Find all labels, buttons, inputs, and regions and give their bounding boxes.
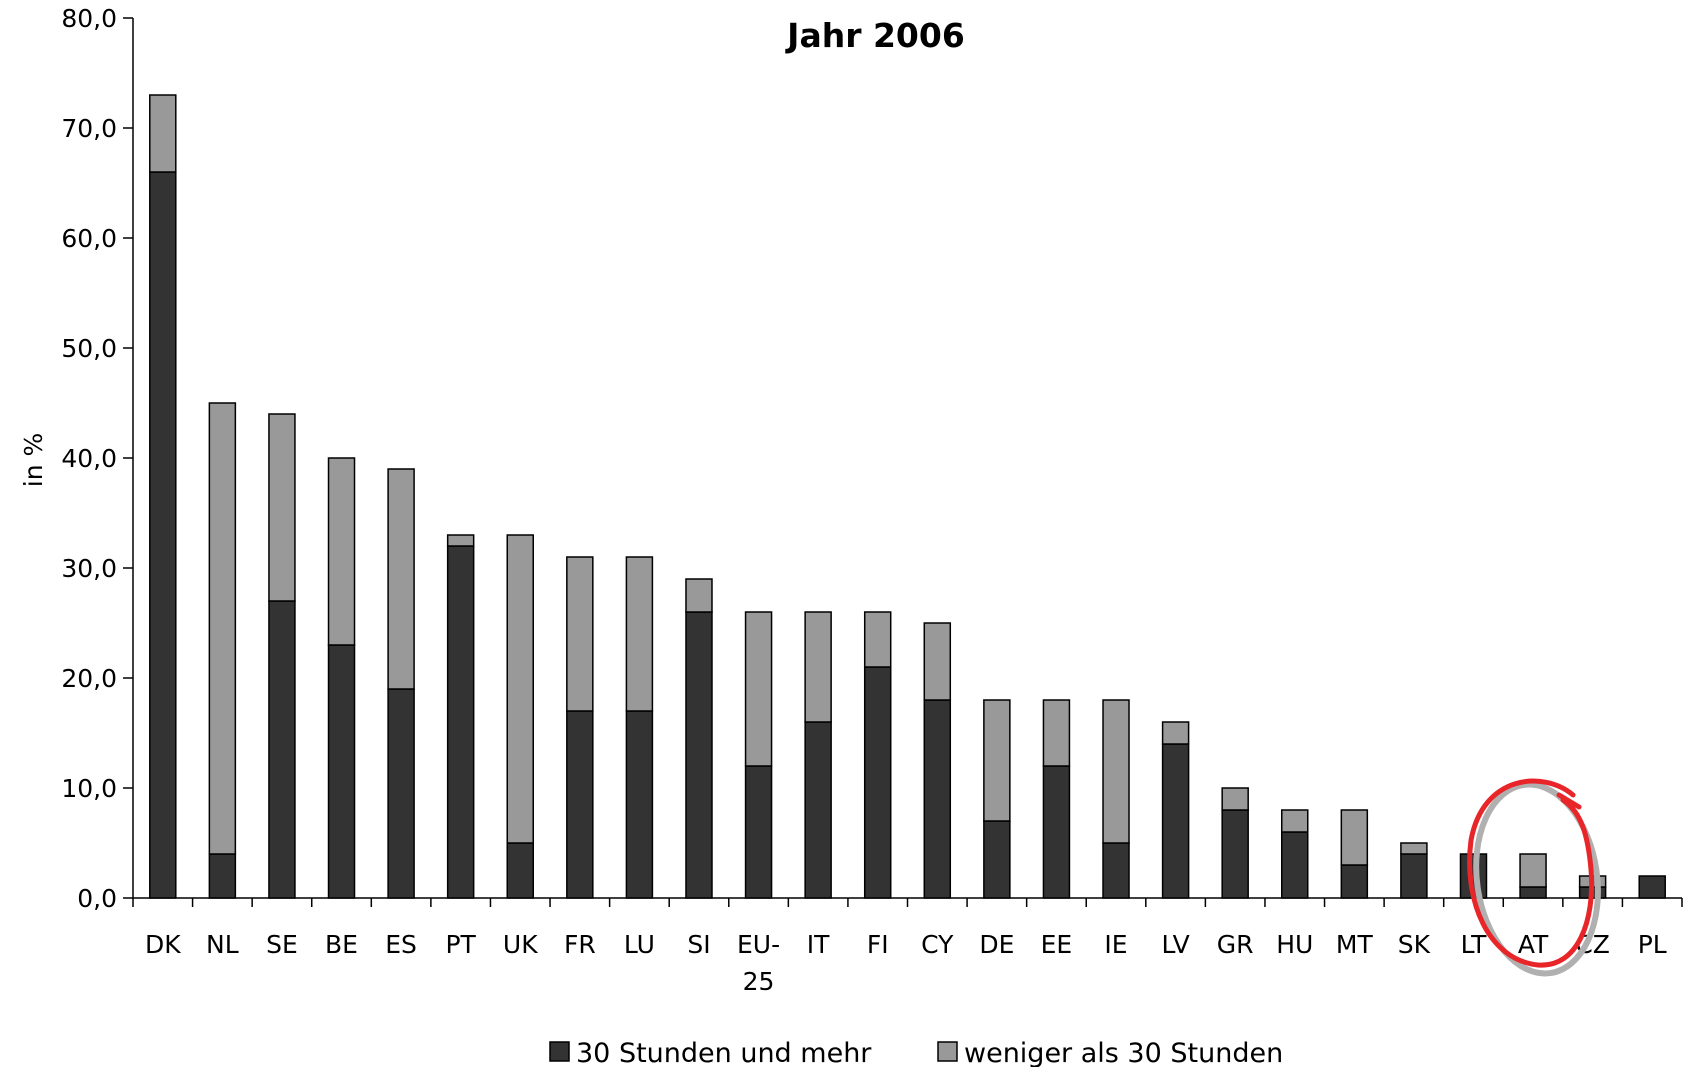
bar-segment-part-time-si: [685, 578, 713, 613]
bar-segment-full-time-sk: [1400, 853, 1428, 899]
bar-segment-part-time-cy: [923, 622, 952, 701]
bar-segment-full-time-lu: [625, 710, 654, 899]
bar-segment-full-time-lv: [1161, 743, 1190, 899]
x-category-label: PL: [1638, 930, 1667, 959]
x-category-label: HU: [1276, 930, 1313, 959]
bar-segment-part-time-lv: [1161, 721, 1190, 745]
bar-segment-part-time-es: [387, 468, 415, 690]
bar-segment-part-time-ee: [1042, 699, 1071, 767]
bar-segment-full-time-pl: [1638, 875, 1666, 899]
bar-segment-full-time-mt: [1340, 864, 1369, 899]
y-tick-label: 30,0: [61, 554, 117, 583]
bar-segment-part-time-pt: [446, 534, 475, 547]
chart-title: Jahr 2006: [785, 16, 965, 55]
axes: 0,0 10,0 20,0 30,0 40,0 50,0 60,0 70,0 80,0: [61, 4, 1683, 913]
x-category-label: LT: [1461, 930, 1487, 959]
x-category-label: SI: [687, 930, 710, 959]
bar-segment-full-time-be: [327, 644, 356, 899]
x-category-label: UK: [503, 930, 538, 959]
legend-swatch: [549, 1041, 570, 1062]
y-tick-label: 20,0: [61, 664, 117, 693]
x-category-label: DK: [145, 930, 181, 959]
y-tick-label: 40,0: [61, 444, 117, 473]
highlight-shadow: [1473, 781, 1601, 977]
x-category-label: FR: [564, 930, 596, 959]
y-tick-label: 50,0: [61, 334, 117, 363]
highlight-circle: [1467, 778, 1595, 968]
y-axis-label: in %: [19, 433, 48, 488]
bar-segment-full-time-dk: [149, 171, 177, 899]
x-category-label: SK: [1398, 930, 1431, 959]
x-category-label: CY: [921, 930, 954, 959]
bar-segment-part-time-sk: [1400, 842, 1428, 855]
x-category-label: LU: [624, 930, 655, 959]
x-category-label: ES: [385, 930, 417, 959]
bar-segment-full-time-gr: [1221, 809, 1249, 899]
x-category-label: MT: [1336, 930, 1374, 959]
y-tick-label: 0,0: [77, 884, 117, 913]
bar-segment-part-time-mt: [1340, 809, 1369, 866]
bar-segment-full-time-fi: [863, 666, 892, 899]
bar-segment-full-time-de: [983, 820, 1011, 899]
y-tick-label: 80,0: [61, 4, 117, 33]
bar-segment-full-time-cy: [923, 699, 952, 899]
x-category-label: LV: [1161, 930, 1189, 959]
bar-segment-part-time-be: [327, 457, 356, 646]
bar-segment-part-time-se: [268, 413, 296, 602]
bar-segment-part-time-fi: [863, 611, 892, 668]
y-tick-label: 70,0: [61, 114, 117, 143]
bar-segment-part-time-hu: [1281, 809, 1309, 833]
x-category-label: 25: [743, 967, 775, 996]
x-category-label: PT: [445, 930, 476, 959]
bar-segment-full-time-se: [268, 600, 296, 899]
y-tick-label: 10,0: [61, 774, 117, 803]
category-labels: DK NL SE BE ES PT UK FR LU SI EU- 25 IT FI CY DE EE IE LV G…: [145, 930, 1667, 996]
highlight-annotation: [1467, 778, 1601, 977]
bar-segment-full-time-uk: [506, 842, 534, 899]
bar-segment-full-time-es: [387, 688, 415, 899]
x-category-label: BE: [325, 930, 358, 959]
legend-label: 30 Stunden und mehr: [576, 1038, 872, 1067]
bar-segment-part-time-ie: [1102, 699, 1130, 844]
bar-segment-full-time-nl: [208, 853, 237, 899]
bar-segment-part-time-dk: [149, 94, 177, 173]
legend-swatch: [937, 1041, 958, 1062]
bar-segment-part-time-fr: [566, 556, 594, 712]
bar-segment-part-time-de: [983, 699, 1011, 822]
x-category-label: GR: [1217, 930, 1254, 959]
bar-segment-part-time-uk: [506, 534, 534, 844]
bar-segment-full-time-ee: [1042, 765, 1071, 899]
bars: [149, 94, 1666, 899]
bar-segment-full-time-fr: [566, 710, 594, 899]
bar-segment-full-time-it: [804, 721, 832, 899]
bar-segment-part-time-it: [804, 611, 832, 723]
legend: 30 Stunden und mehr weniger als 30 Stunde…: [549, 1038, 1283, 1067]
bar-segment-part-time-at: [1519, 853, 1547, 888]
bar-segment-full-time-at: [1519, 886, 1547, 899]
legend-label: weniger als 30 Stunden: [964, 1038, 1283, 1067]
x-category-label: SE: [266, 930, 298, 959]
x-category-label: IE: [1104, 930, 1127, 959]
x-category-label: IT: [807, 930, 830, 959]
bar-segment-full-time-si: [685, 611, 713, 899]
bar-segment-part-time-lu: [625, 556, 654, 712]
x-category-label: DE: [979, 930, 1014, 959]
x-category-label: FI: [867, 930, 889, 959]
bar-segment-full-time-ie: [1102, 842, 1130, 899]
y-tick-label: 60,0: [61, 224, 117, 253]
x-category-label: EU-: [737, 930, 780, 959]
x-category-label: AT: [1518, 930, 1549, 959]
bar-segment-full-time-hu: [1281, 831, 1309, 899]
x-category-label: EE: [1041, 930, 1073, 959]
bar-segment-full-time-pt: [446, 545, 475, 899]
bar-segment-part-time-nl: [208, 402, 237, 855]
bar-segment-part-time-eu-25: [744, 611, 773, 767]
bar-segment-part-time-gr: [1221, 787, 1249, 811]
bar-segment-full-time-eu-25: [744, 765, 773, 899]
x-category-label: NL: [206, 930, 239, 959]
